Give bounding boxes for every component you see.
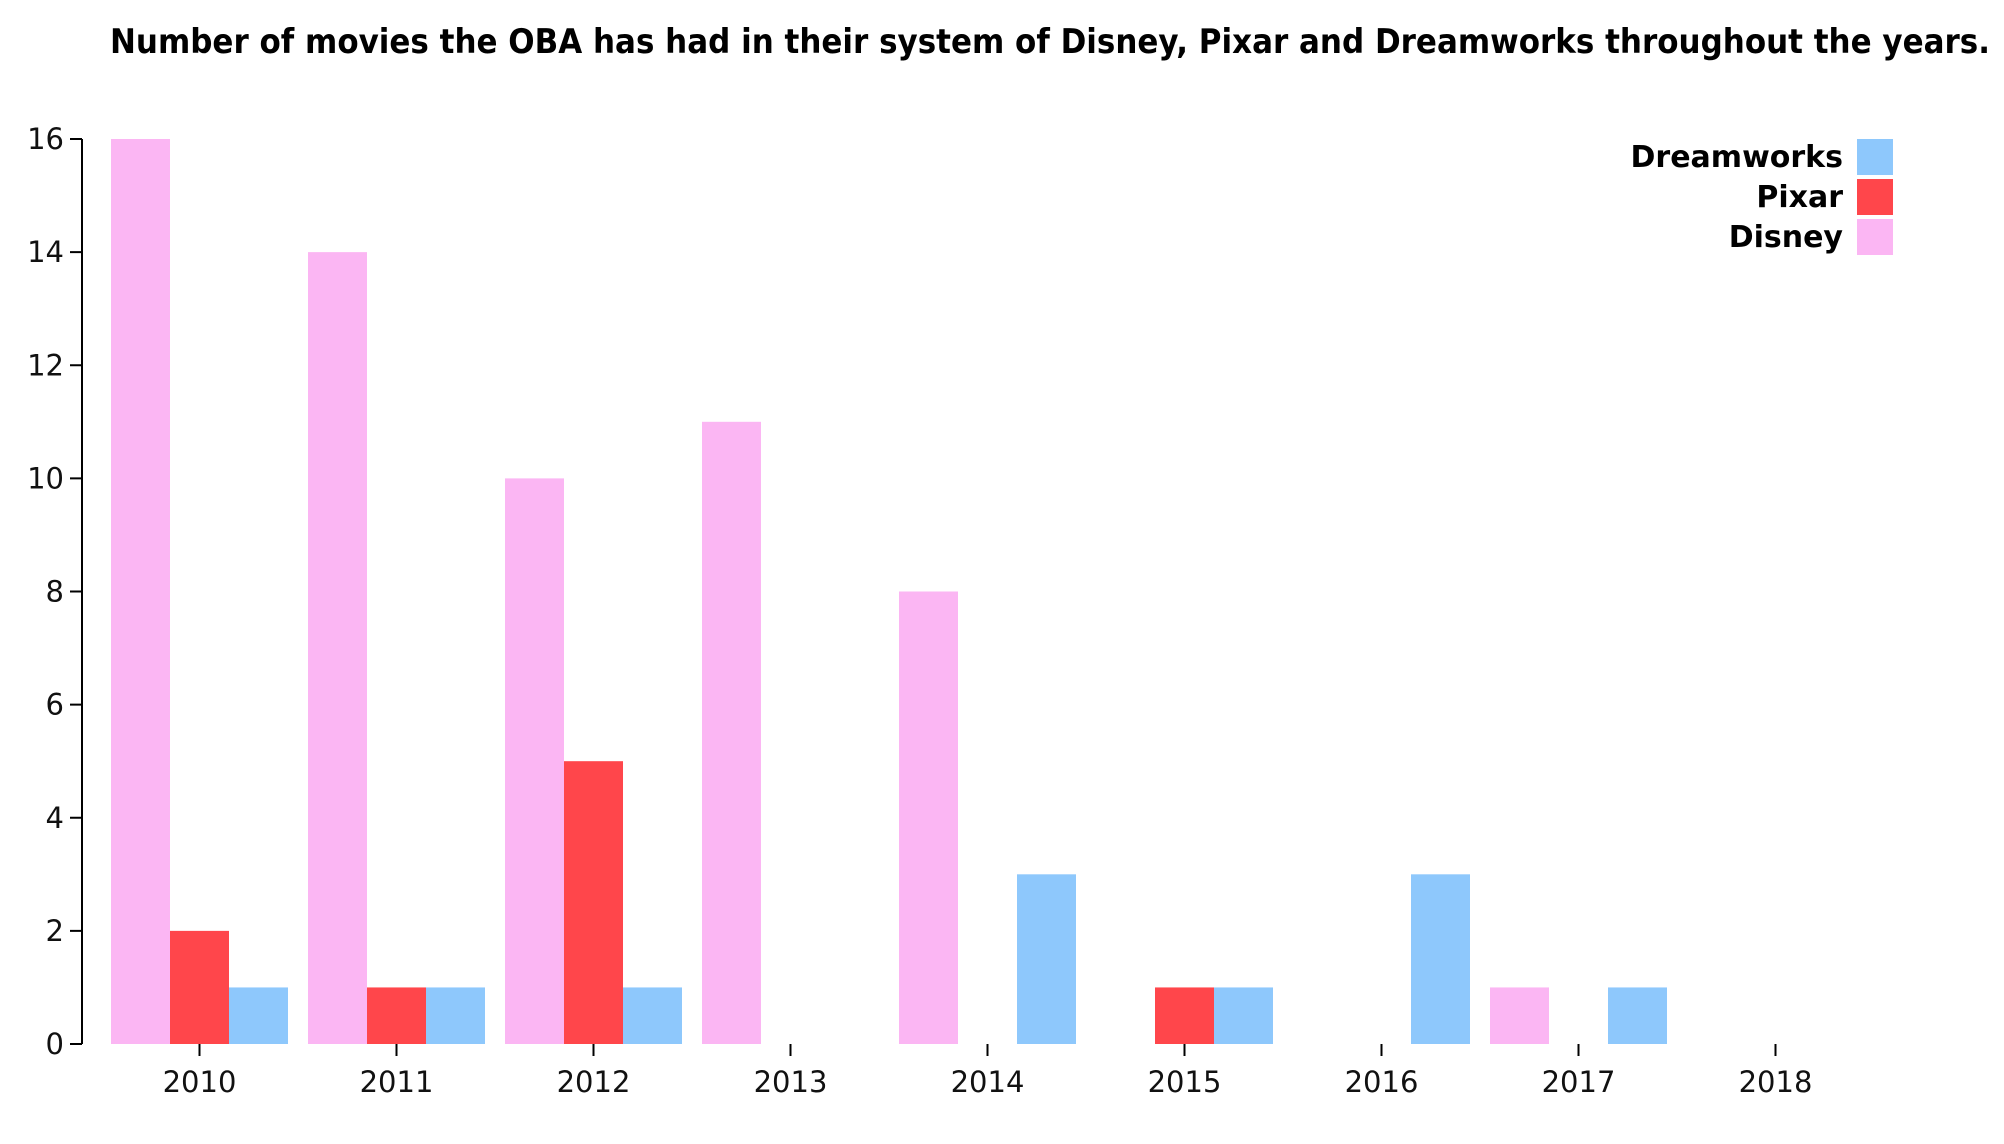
legend-swatch-pixar: [1857, 179, 1893, 215]
bar-disney-2012: [505, 478, 564, 1044]
bar-disney-2010: [111, 139, 170, 1044]
y-tick-label: 14: [27, 235, 64, 269]
x-tick-label: 2015: [1148, 1065, 1222, 1099]
x-tick-label: 2012: [557, 1065, 631, 1099]
y-tick-label: 0: [46, 1027, 64, 1061]
y-tick-label: 8: [46, 575, 64, 609]
y-tick-label: 6: [46, 688, 64, 722]
x-tick-label: 2017: [1542, 1065, 1616, 1099]
bar-pixar-2011: [367, 987, 426, 1044]
chart-title: Number of movies the OBA has had in thei…: [110, 22, 1990, 62]
y-tick-label: 12: [27, 348, 64, 382]
bar-pixar-2015: [1155, 987, 1214, 1044]
bar-dreamworks-2010: [229, 987, 288, 1044]
legend-swatch-disney: [1857, 219, 1893, 255]
bar-pixar-2012: [564, 761, 623, 1044]
legend-swatch-dreamworks: [1857, 139, 1893, 175]
x-tick-label: 2013: [754, 1065, 828, 1099]
legend-label-dreamworks: Dreamworks: [1631, 140, 1843, 175]
bar-disney-2014: [899, 591, 958, 1044]
bar-dreamworks-2011: [426, 987, 485, 1044]
y-tick-label: 16: [27, 122, 64, 156]
x-tick-label: 2016: [1345, 1065, 1419, 1099]
x-tick-label: 2014: [951, 1065, 1025, 1099]
bar-dreamworks-2012: [623, 987, 682, 1044]
bar-dreamworks-2014: [1017, 874, 1076, 1044]
y-tick-label: 4: [46, 801, 64, 835]
bar-dreamworks-2016: [1411, 874, 1470, 1044]
x-axis: 2010 2011 2012 2013 2014 2015 2016 2017 2018: [163, 1044, 1813, 1099]
bar-pixar-2010: [170, 930, 229, 1044]
y-axis: 0 2 4 6 8 10 12 14 16: [27, 122, 83, 1061]
legend-label-pixar: Pixar: [1756, 180, 1843, 215]
legend-label-disney: Disney: [1729, 220, 1844, 255]
bar-dreamworks-2015: [1214, 987, 1273, 1044]
legend: Dreamworks Pixar Disney: [1631, 139, 1893, 255]
y-tick-label: 2: [46, 914, 64, 948]
bar-disney-2011: [308, 252, 367, 1044]
x-tick-label: 2011: [360, 1065, 434, 1099]
x-tick-label: 2018: [1739, 1065, 1813, 1099]
bars-group: [111, 139, 1667, 1044]
bar-dreamworks-2017: [1608, 987, 1667, 1044]
x-tick-label: 2010: [163, 1065, 237, 1099]
bar-disney-2013: [702, 421, 761, 1044]
bar-disney-2017: [1490, 987, 1549, 1044]
y-tick-label: 10: [27, 461, 64, 495]
